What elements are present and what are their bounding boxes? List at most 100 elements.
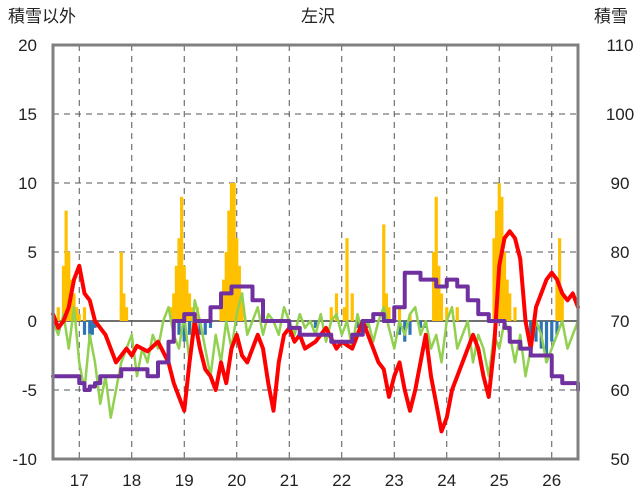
bar <box>187 321 192 335</box>
right-tick-label: 110 <box>606 36 633 55</box>
bar <box>56 307 60 321</box>
bar <box>342 307 346 321</box>
left-tick-label: 10 <box>18 174 37 193</box>
bar <box>229 183 234 321</box>
right-tick-label: 100 <box>606 105 634 124</box>
x-tick-label: 23 <box>385 471 404 490</box>
bar <box>77 314 81 321</box>
bar <box>397 321 402 335</box>
bar <box>558 238 562 321</box>
left-tick-label: -5 <box>22 381 37 400</box>
bar <box>208 321 213 328</box>
bar <box>397 307 402 321</box>
right-tick-label: 50 <box>611 450 630 469</box>
bar <box>497 183 501 321</box>
bar <box>382 224 386 321</box>
bar <box>180 196 184 321</box>
x-tick-label: 21 <box>280 471 299 490</box>
bar <box>502 252 507 321</box>
bar <box>203 321 207 335</box>
bar <box>555 321 559 335</box>
bar <box>313 321 318 328</box>
bar <box>355 321 360 328</box>
bar <box>432 252 436 321</box>
bar <box>544 321 549 363</box>
bar <box>90 321 94 335</box>
line-series <box>51 229 580 434</box>
left-tick-label: 20 <box>18 36 37 55</box>
bar <box>455 307 459 321</box>
tick-labels: -10 -5 0 5 10 15 20 50 60 70 80 90 100 110 17 18 19 20 21 2… <box>12 36 634 490</box>
right-tick-label: 80 <box>611 243 630 262</box>
bar <box>445 307 449 321</box>
bar <box>64 210 68 321</box>
bar <box>177 238 181 321</box>
x-tick-label: 24 <box>437 471 456 490</box>
bar <box>174 265 178 321</box>
bar-series <box>56 183 564 363</box>
bar <box>534 321 538 342</box>
bar <box>182 321 186 342</box>
bar <box>235 238 239 321</box>
bar <box>240 293 244 321</box>
bar <box>434 196 438 321</box>
bar <box>408 321 412 335</box>
bar <box>329 307 333 321</box>
bar <box>384 293 388 321</box>
bar <box>495 210 499 321</box>
bar <box>172 293 176 321</box>
x-tick-label: 26 <box>542 471 561 490</box>
bar <box>237 265 241 321</box>
bar <box>513 307 517 321</box>
bar <box>345 238 349 321</box>
right-tick-label: 60 <box>611 381 630 400</box>
bar <box>122 293 126 321</box>
bar <box>61 265 66 321</box>
x-tick-label: 17 <box>70 471 89 490</box>
chart-title: 左沢 <box>301 7 335 26</box>
snow-depth-line <box>51 270 580 392</box>
bar <box>219 307 223 321</box>
bar <box>418 321 423 328</box>
x-tick-label: 25 <box>490 471 509 490</box>
right-tick-label: 70 <box>611 312 630 331</box>
bar <box>439 293 444 321</box>
bar <box>492 238 496 321</box>
bar <box>93 321 97 328</box>
bar <box>334 293 339 321</box>
x-tick-label: 22 <box>332 471 351 490</box>
plot-frame <box>51 43 580 461</box>
left-tick-label: 15 <box>18 105 37 124</box>
left-tick-label: 5 <box>28 243 37 262</box>
bar <box>177 321 181 335</box>
bar <box>185 279 189 321</box>
x-tick-label: 19 <box>175 471 194 490</box>
right-axis-label: 積雪 <box>594 7 628 26</box>
left-tick-label: 0 <box>28 312 37 331</box>
left-tick-label: -10 <box>12 450 37 469</box>
bar <box>82 307 87 321</box>
bar <box>82 321 87 335</box>
bar <box>124 307 129 321</box>
bar <box>75 307 79 321</box>
left-axis-label: 積雪以外 <box>8 7 76 26</box>
bar <box>387 307 391 321</box>
right-tick-label: 90 <box>611 174 630 193</box>
bar <box>350 293 354 321</box>
bar <box>505 279 509 321</box>
bar <box>508 293 512 321</box>
bar <box>67 252 71 321</box>
bar <box>119 252 123 321</box>
bar <box>182 265 186 321</box>
bar <box>222 279 226 321</box>
bar <box>169 307 173 321</box>
bar <box>227 210 231 321</box>
bar <box>224 252 228 321</box>
bar <box>232 183 236 321</box>
bar <box>550 321 554 342</box>
bar <box>529 321 533 335</box>
x-tick-label: 20 <box>227 471 246 490</box>
bar <box>437 265 441 321</box>
bar <box>187 293 192 321</box>
